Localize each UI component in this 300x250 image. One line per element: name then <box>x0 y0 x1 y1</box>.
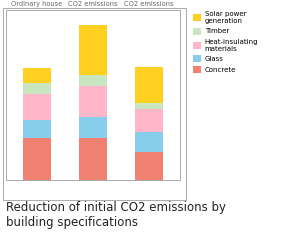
Bar <box>79 75 107 86</box>
Bar <box>23 138 51 180</box>
Bar <box>23 83 51 94</box>
Bar <box>23 120 51 138</box>
Text: Reduction of initial CO2 emissions by
building specifications: Reduction of initial CO2 emissions by bu… <box>6 201 226 229</box>
Bar <box>23 68 51 83</box>
Bar <box>135 67 163 103</box>
Bar <box>79 118 107 138</box>
Bar <box>135 103 163 109</box>
Bar <box>23 94 51 120</box>
Bar <box>135 152 163 180</box>
Bar <box>79 86 107 117</box>
Bar <box>135 109 163 132</box>
Bar <box>79 138 107 180</box>
Bar <box>79 25 107 75</box>
Legend: Solar power
generation, Timber, Heat-insulating
materials, Glass, Concrete: Solar power generation, Timber, Heat-ins… <box>192 10 259 74</box>
Bar <box>135 132 163 152</box>
